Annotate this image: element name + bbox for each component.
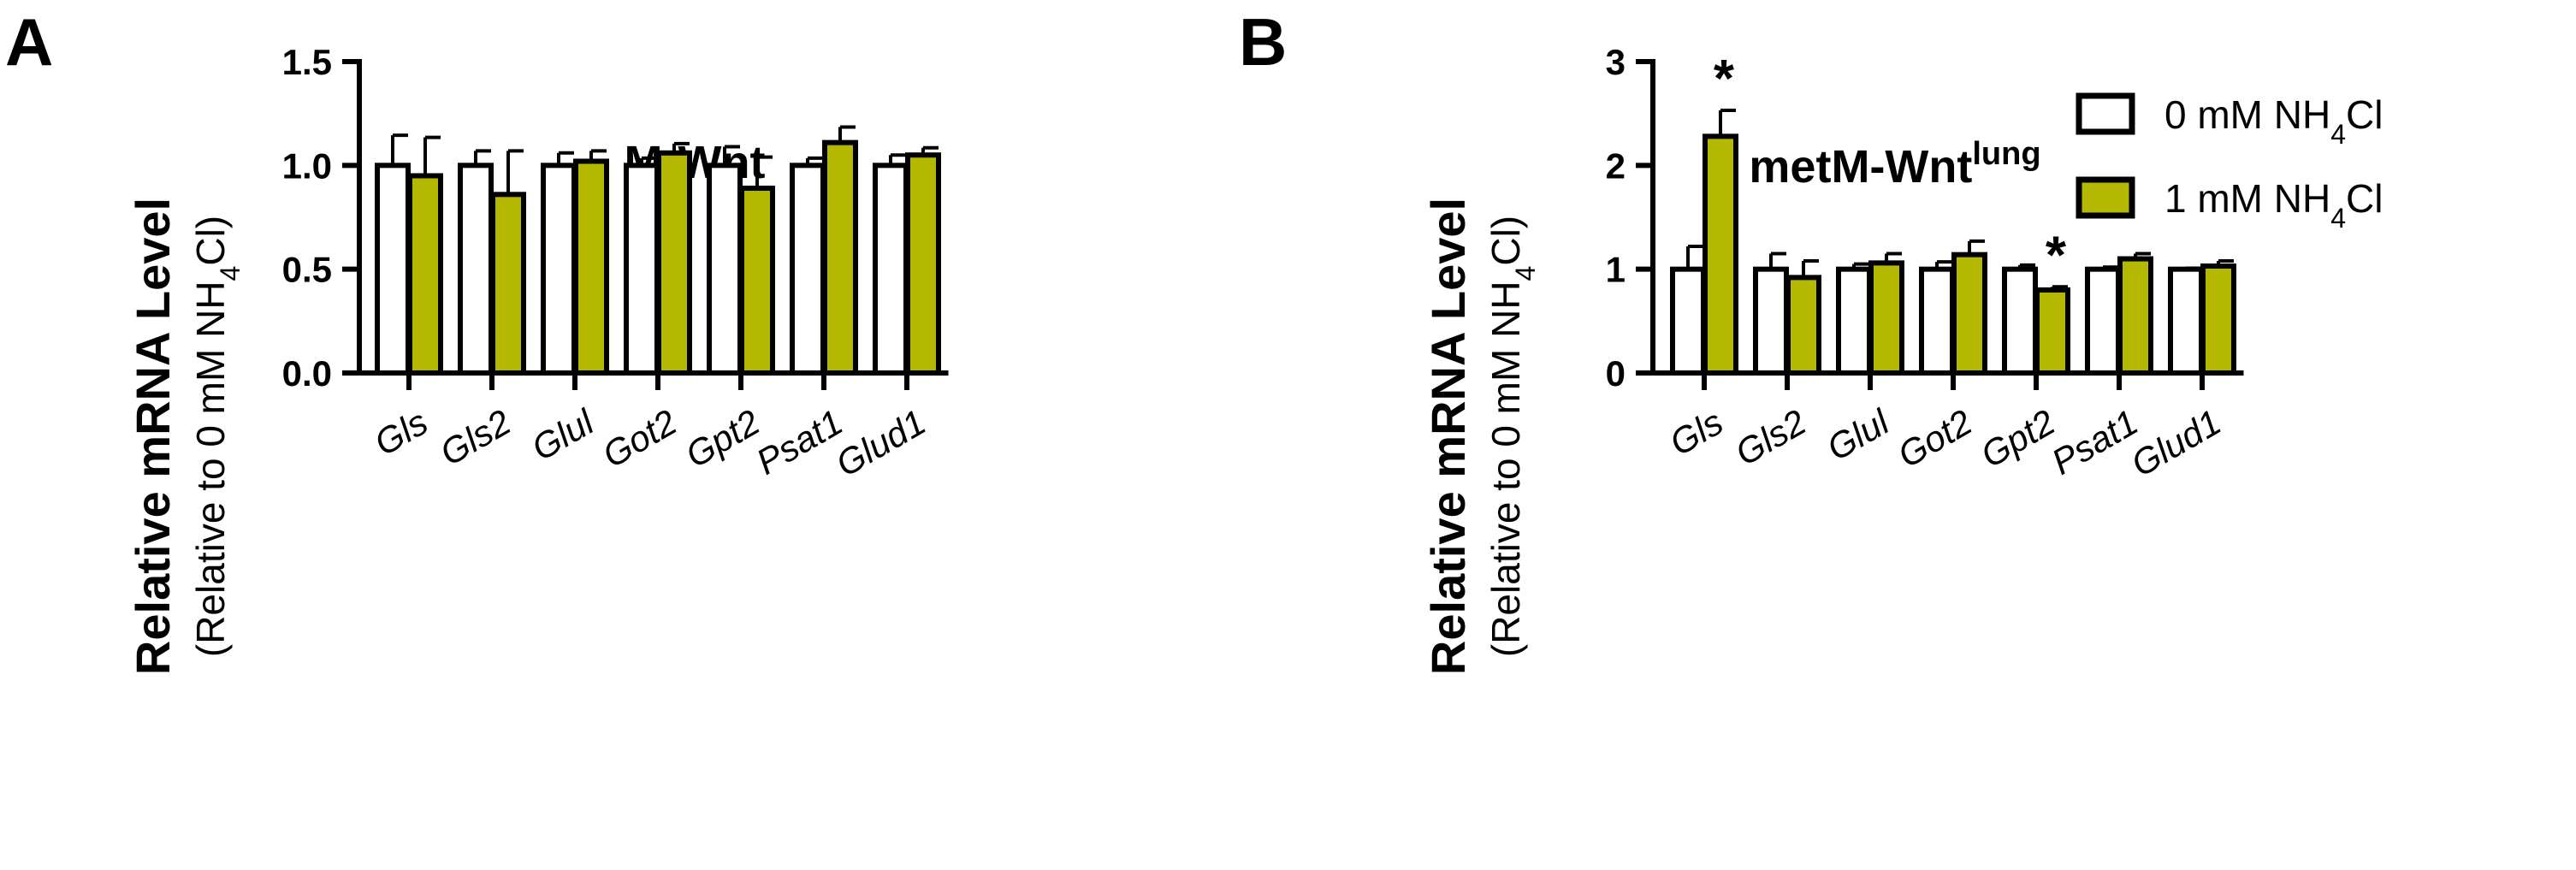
x-category-label-b-1: Gls2 [1728, 401, 1812, 473]
legend-label-1-main: 1 mM NH [2164, 176, 2330, 221]
panel-letter-a: A [5, 4, 53, 80]
chart-title-sup-b: lung [1972, 136, 2040, 172]
bar-a-s0-c3 [624, 163, 660, 376]
y-subtitle-sub-a: 4 [215, 266, 246, 281]
x-category-label-b-0: Gls [1663, 401, 1730, 463]
x-category-label-a-6: Glud1 [829, 401, 933, 484]
y-axis-subtitle-b: (Relative to 0 mM NH4Cl) [1483, 216, 1541, 657]
x-category-label-a-2: Glul [525, 401, 602, 469]
bar-b-s0-c6 [2168, 266, 2204, 376]
legend-swatch-0 [2076, 92, 2135, 135]
x-category-label-b-6: Glud1 [2124, 401, 2228, 484]
bar-b-s0-c5 [2085, 266, 2121, 376]
panel-letter-b: B [1239, 4, 1287, 80]
legend-label-0-sub: 4 [2330, 119, 2346, 150]
bar-a-s1-c6 [905, 152, 941, 376]
legend-label-0-main: 0 mM NH [2164, 92, 2330, 137]
bar-b-s1-c1 [1785, 275, 1821, 376]
y-subtitle-sub-b: 4 [1510, 266, 1541, 281]
y-tick-label-a-1: 0.5 [282, 250, 332, 290]
y-tick-label-b-2: 2 [1606, 145, 1626, 186]
y-tick-label-b-0: 0 [1606, 353, 1626, 394]
x-category-label-b-4: Gpt2 [1974, 401, 2061, 475]
legend-label-1-tail: Cl [2346, 176, 2383, 221]
chart-title-main-b: metM-Wnt [1749, 141, 1972, 192]
y-axis-subtitle-a: (Relative to 0 mM NH4Cl) [188, 216, 246, 657]
chart-title-b: metM-Wntlung [1749, 136, 2040, 192]
bar-b-s0-c1 [1753, 266, 1789, 376]
bar-b-s0-c4 [2002, 266, 2038, 376]
bar-a-s0-c2 [541, 163, 577, 376]
y-tick-label-b-1: 1 [1606, 250, 1626, 290]
y-subtitle-tail-a: Cl) [188, 216, 233, 266]
y-axis-title-a: Relative mRNA Level [126, 198, 180, 675]
bar-a-s0-c5 [790, 163, 826, 376]
y-tick-label-a-0: 0.0 [282, 353, 332, 394]
significance-star-b-1: * [2046, 226, 2067, 285]
bar-b-s1-c6 [2200, 263, 2236, 376]
bar-b-s0-c3 [1919, 266, 1955, 376]
x-category-label-a-1: Gls2 [433, 401, 517, 473]
bar-b-s0-c2 [1836, 266, 1872, 376]
legend-label-0-tail: Cl [2346, 92, 2383, 137]
x-category-label-a-3: Got2 [595, 401, 683, 475]
y-subtitle-tail-b: Cl) [1483, 216, 1528, 266]
y-subtitle-main-a: (Relative to 0 mM NH [188, 281, 233, 657]
legend-swatch-1 [2076, 176, 2135, 219]
x-category-label-a-4: Gpt2 [678, 401, 766, 475]
bar-a-s0-c4 [707, 163, 743, 376]
bar-a-s1-c3 [656, 150, 692, 376]
bar-a-s0-c6 [873, 163, 909, 376]
bar-a-s1-c5 [822, 139, 858, 376]
x-category-label-a-5: Psat1 [749, 401, 850, 482]
legend-label-0: 0 mM NH4Cl [2164, 92, 2383, 150]
legend: 0 mM NH4Cl 1 mM NH4Cl [2076, 92, 2383, 234]
x-category-label-b-5: Psat1 [2045, 401, 2145, 482]
y-subtitle-main-b: (Relative to 0 mM NH [1483, 281, 1528, 657]
bar-a-s0-c0 [375, 163, 411, 376]
legend-label-1-sub: 4 [2330, 203, 2346, 234]
x-category-label-a-0: Gls [368, 401, 435, 463]
bar-a-s0-c1 [458, 163, 494, 376]
y-tick-label-a-2: 1.0 [282, 145, 332, 186]
bar-a-s1-c2 [573, 158, 609, 376]
legend-label-1: 1 mM NH4Cl [2164, 176, 2383, 234]
bar-b-s0-c0 [1670, 266, 1706, 376]
bar-b-s1-c3 [1951, 252, 1987, 376]
x-category-label-b-2: Glul [1821, 401, 1898, 469]
bar-b-s1-c2 [1868, 260, 1904, 376]
y-axis-title-b: Relative mRNA Level [1421, 198, 1475, 675]
x-category-label-b-3: Got2 [1891, 401, 1978, 475]
y-tick-label-a-3: 1.5 [282, 42, 332, 82]
bar-b-s1-c0 [1703, 133, 1738, 376]
bar-a-s1-c4 [739, 186, 775, 376]
panel-a: A Relative mRNA Level (Relative to 0 mM … [5, 4, 949, 675]
y-tick-label-b-3: 3 [1606, 42, 1626, 82]
bar-a-s1-c0 [407, 173, 443, 376]
significance-star-b-0: * [1714, 50, 1735, 109]
bar-a-s1-c1 [490, 192, 526, 376]
bar-b-s1-c5 [2117, 256, 2153, 376]
bar-b-s1-c4 [2034, 287, 2070, 376]
